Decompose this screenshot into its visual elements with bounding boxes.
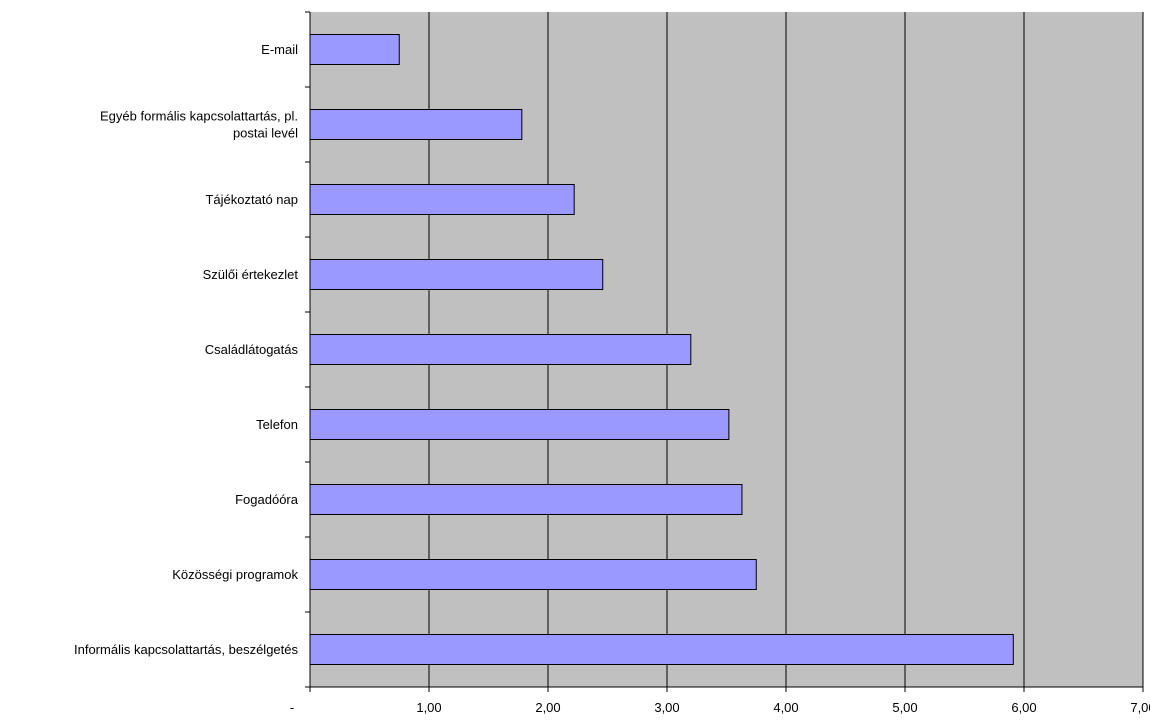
bar-2	[309, 184, 575, 215]
bar-1	[309, 109, 523, 140]
x-tick-label-1: 1,00	[416, 700, 441, 715]
y-tick-label-5-line-0: Telefon	[256, 417, 298, 432]
y-tick-label-3-line-0: Szülői értekezlet	[203, 267, 299, 282]
bar-0	[309, 34, 400, 65]
x-tick-label-3: 3,00	[654, 700, 679, 715]
x-tick-label-6: 6,00	[1011, 700, 1036, 715]
bar-4	[309, 334, 692, 365]
bar-5	[309, 409, 730, 440]
y-tick-label-2-line-0: Tájékoztató nap	[205, 192, 298, 207]
bar-3	[309, 259, 604, 290]
bar-8	[309, 634, 1014, 665]
bars	[309, 34, 1014, 665]
y-tick-label-7-line-0: Közösségi programok	[172, 567, 298, 582]
bar-7	[309, 559, 757, 590]
x-tick-label-4: 4,00	[773, 700, 798, 715]
bar-6	[309, 484, 743, 515]
x-tick-label-2: 2,00	[535, 700, 560, 715]
y-tick-label-8-line-0: Informális kapcsolattartás, beszélgetés	[74, 642, 298, 657]
labels: E-mail Egyéb formális kapcsolattartás, pl…	[74, 42, 1150, 715]
y-tick-label-6-line-0: Fogadóóra	[235, 492, 299, 507]
y-tick-label-0-line-0: E-mail	[261, 42, 298, 57]
x-tick-label-7: 7,00	[1130, 700, 1150, 715]
y-tick-label-1-line-1: postai levél	[233, 126, 298, 141]
y-tick-label-4-line-0: Családlátogatás	[205, 342, 299, 357]
x-tick-label-0: -	[290, 700, 294, 715]
axes	[305, 11, 1144, 692]
x-tick-label-5: 5,00	[892, 700, 917, 715]
y-tick-label-1-line-0: Egyéb formális kapcsolattartás, pl.	[100, 109, 298, 124]
